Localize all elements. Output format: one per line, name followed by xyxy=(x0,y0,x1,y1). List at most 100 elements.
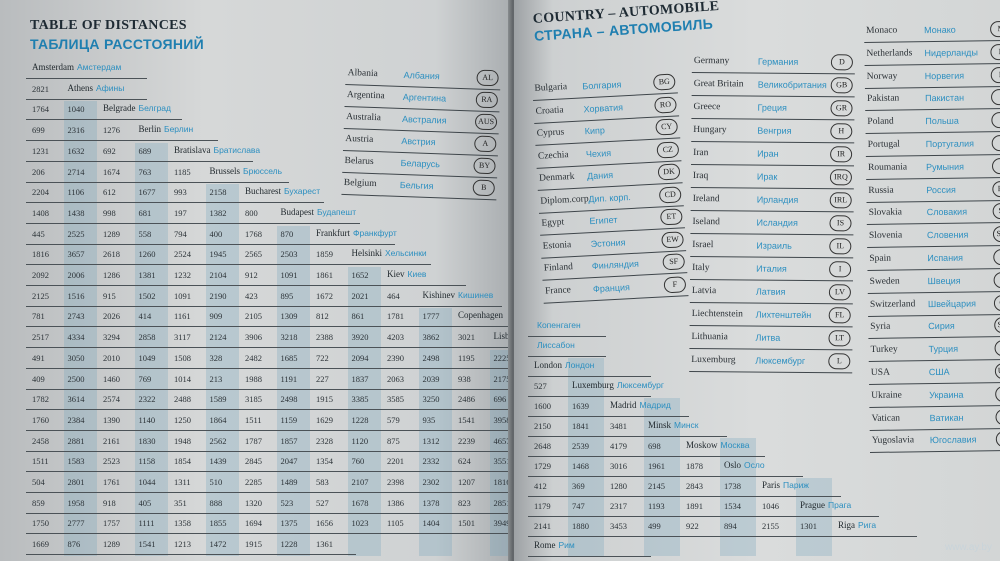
country-code-badge: AL xyxy=(476,69,499,87)
city-label: Athens Афины xyxy=(68,83,125,93)
distance-cell: 2574 xyxy=(103,394,120,405)
country-code-badge: M xyxy=(990,20,1000,38)
distance-cell: 1864 xyxy=(209,414,227,425)
distance-cell: 4179 xyxy=(610,441,627,451)
distance-cell: 1589 xyxy=(209,394,227,405)
country-name-russian: Лихтенштейн xyxy=(755,309,812,321)
table-row: 2204 1106 612 1677 993 2158 Bucharest Бухарест xyxy=(26,184,324,204)
distance-cell: 2026 xyxy=(103,311,120,322)
country-name-russian: Швейцария xyxy=(927,298,977,309)
country-name-russian: Бельгия xyxy=(399,179,434,192)
distance-cell: 915 xyxy=(103,290,116,301)
country-name-russian: Финляндия xyxy=(591,258,640,272)
city-label: Minsk Минск xyxy=(648,420,699,430)
table-row: 1600 1639 Madrid Мадрид xyxy=(528,398,689,417)
city-name: Riga xyxy=(838,520,855,530)
distance-cell: 2398 xyxy=(387,477,404,487)
distance-cell: 527 xyxy=(316,497,329,508)
distance-cell: 1309 xyxy=(280,311,298,322)
city-label: Bucharest Бухарест xyxy=(245,186,320,196)
distance-cell: 491 xyxy=(32,352,45,363)
distance-cell: 1361 xyxy=(316,539,333,550)
distance-cell: 1915 xyxy=(245,539,262,550)
distance-cell: 918 xyxy=(103,497,116,508)
distance-cell: 1158 xyxy=(138,456,156,467)
country-name-russian: Чехия xyxy=(585,147,612,159)
country-name-russian: Ватикан xyxy=(929,412,964,423)
distance-cell: 2145 xyxy=(648,481,665,491)
country-name-russian: Россия xyxy=(926,184,956,195)
distance-cell: 412 xyxy=(534,481,547,491)
city-name-russian: Мадрид xyxy=(639,400,671,410)
country-code-badge: P xyxy=(990,89,1000,106)
country-name-russian: Дания xyxy=(586,169,614,182)
country-row: Slovenia Словения SLO xyxy=(866,225,1000,249)
distance-cell: 800 xyxy=(245,207,258,218)
country-name-russian: Португалия xyxy=(925,138,975,150)
distance-cell: 2843 xyxy=(686,481,703,491)
distance-cell: 1841 xyxy=(572,421,589,431)
country-name-russian: Италия xyxy=(756,263,787,274)
country-row: Germany Германия D xyxy=(691,52,855,75)
country-code-badge: FL xyxy=(828,307,851,324)
distance-cell: 1193 xyxy=(648,501,665,511)
country-name-russian: Иран xyxy=(757,148,779,159)
city-name: Athens xyxy=(67,82,94,93)
distance-cell: 3016 xyxy=(610,461,627,471)
distance-cell: 1501 xyxy=(458,518,475,529)
distance-cell: 1915 xyxy=(316,394,333,405)
distance-cell: 1289 xyxy=(103,539,120,550)
distance-cell: 2204 xyxy=(32,187,49,198)
distance-cell: 3657 xyxy=(67,249,85,260)
city-name-russian: Братислава xyxy=(213,144,261,155)
country-row: Liechtenstein Лихтенштейн FL xyxy=(689,304,853,328)
city-name: Budapest xyxy=(280,206,315,217)
country-row: Portugal Португалия P xyxy=(865,133,1000,157)
city-name-russian: Прага xyxy=(828,500,852,510)
distance-cell: 3185 xyxy=(245,394,262,405)
country-code-badge: L xyxy=(828,353,851,370)
distance-cell: 1386 xyxy=(387,497,404,508)
distance-cell: 1231 xyxy=(32,145,49,156)
distance-cell: 2285 xyxy=(245,477,262,487)
distance-cell: 1672 xyxy=(316,290,333,301)
distance-cell: 760 xyxy=(351,456,365,467)
country-row: Spain Испания E xyxy=(867,247,1000,271)
distance-cell: 1988 xyxy=(245,373,262,384)
distance-cell: 1677 xyxy=(138,187,156,198)
distance-cell: 523 xyxy=(280,497,294,508)
distance-cell: 2845 xyxy=(245,456,262,467)
distance-cell: 1694 xyxy=(245,518,262,529)
distance-cell: 1408 xyxy=(32,207,49,218)
distance-cell: 1106 xyxy=(67,187,85,198)
country-name: Iran xyxy=(693,148,709,159)
distance-cell: 1948 xyxy=(174,435,191,446)
country-name: Syria xyxy=(870,322,891,333)
distance-cell: 823 xyxy=(458,497,471,508)
country-row: Netherlands Нидерланды N xyxy=(864,42,1000,66)
distance-cell: 2010 xyxy=(103,352,120,363)
distance-cell: 1816 xyxy=(493,477,511,487)
city-name-russian: Люксембург xyxy=(616,380,664,390)
country-row: Israel Израиль IL xyxy=(690,235,854,259)
distance-cell: 1652 xyxy=(351,270,369,280)
distance-cell: 781 xyxy=(32,311,45,322)
country-name: France xyxy=(544,284,572,297)
country-name-russian: Болгария xyxy=(582,79,622,92)
distance-cell: 1855 xyxy=(209,518,227,529)
city-label: Moskow Москва xyxy=(686,440,750,450)
distance-cell: 1857 xyxy=(280,435,298,446)
city-label: Kiev Киев xyxy=(387,269,426,279)
country-name: Great Britain xyxy=(693,79,744,90)
distance-cell: 3551 xyxy=(493,456,511,467)
country-code-badge: TR xyxy=(994,340,1000,357)
distance-cell: 1289 xyxy=(103,228,120,239)
distance-cell: 1280 xyxy=(610,481,627,491)
distance-cell: 888 xyxy=(209,497,223,508)
distance-cell: 3862 xyxy=(422,332,440,343)
distance-cell: 1232 xyxy=(174,270,191,280)
city-label: Копенгаген xyxy=(534,320,581,330)
distance-cell: 3218 xyxy=(280,332,298,343)
distance-cell: 1761 xyxy=(103,477,120,487)
country-name-russian: Венгрия xyxy=(757,125,792,136)
